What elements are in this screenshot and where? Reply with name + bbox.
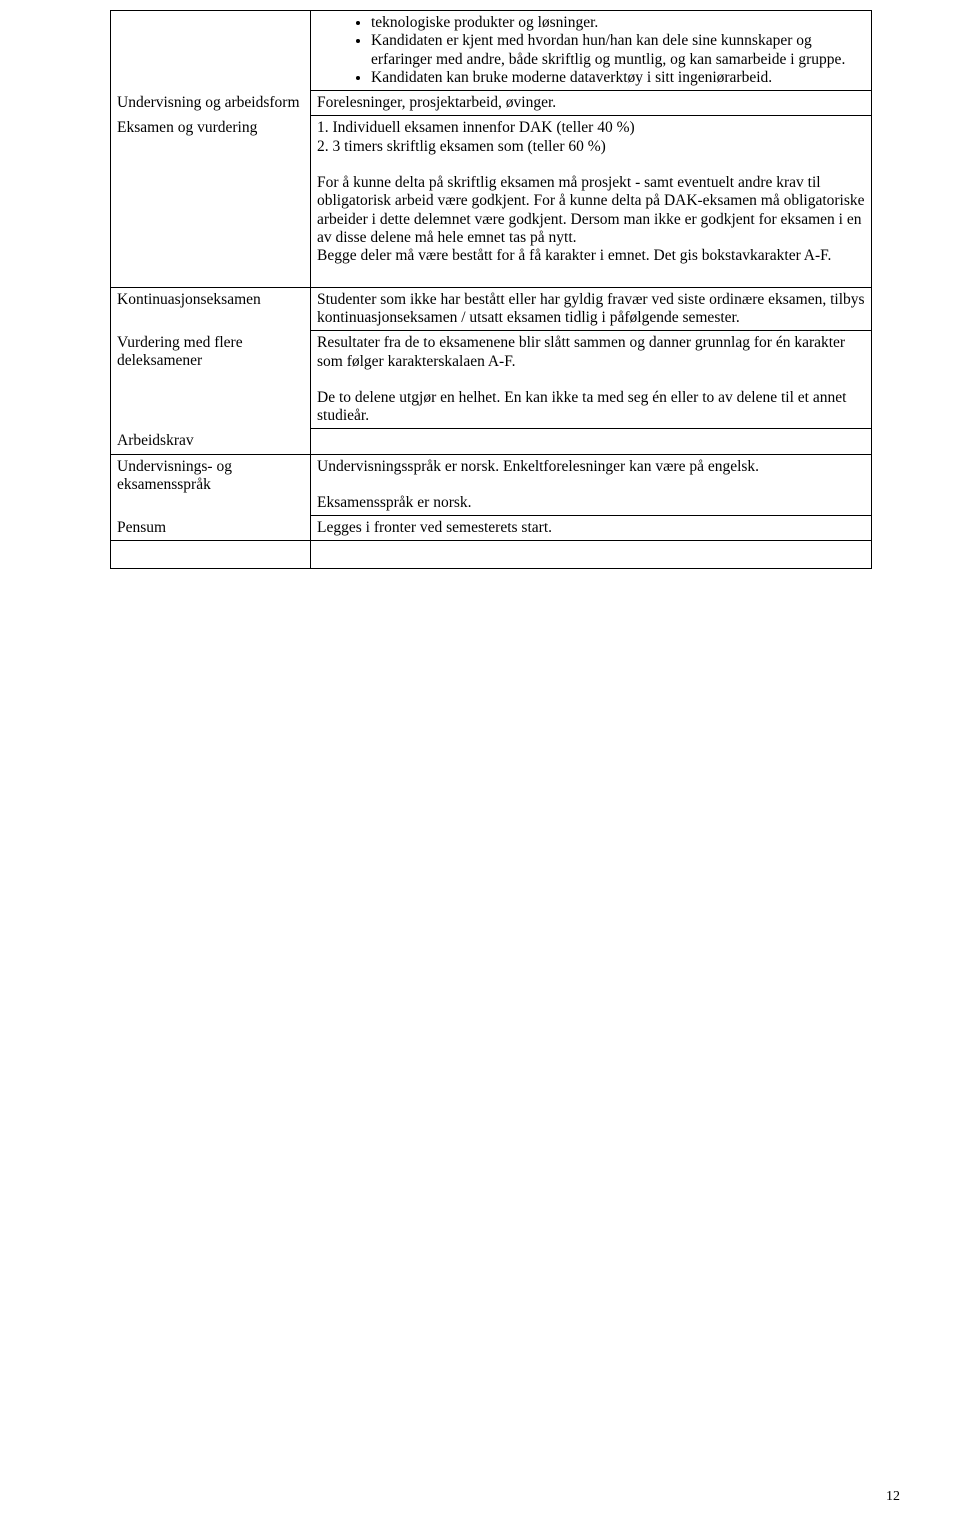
cell-label: Pensum: [111, 516, 311, 541]
cell-label: Kontinuasjonseksamen: [111, 287, 311, 331]
cell-label: Vurdering med flere deleksamener: [111, 331, 311, 429]
text-paragraph: Begge deler må være bestått for å få kar…: [317, 247, 865, 265]
text-paragraph: Studenter som ikke har bestått eller har…: [317, 291, 865, 328]
bullet-item: Kandidaten kan bruke moderne dataverktøy…: [371, 69, 865, 87]
text-line: 1. Individuell eksamen innenfor DAK (tel…: [317, 119, 865, 137]
cell-content: Resultater fra de to eksamenene blir slå…: [311, 331, 872, 429]
bullet-item: Kandidaten er kjent med hvordan hun/han …: [371, 32, 865, 69]
cell-content: Undervisningsspråk er norsk. Enkeltforel…: [311, 454, 872, 516]
table-row: Undervisnings- og eksamensspråk Undervis…: [111, 454, 872, 516]
document-page: teknologiske produkter og løsninger. Kan…: [0, 0, 960, 1531]
cell-label: [111, 11, 311, 91]
cell-empty: [311, 541, 872, 569]
cell-content: Legges i fronter ved semesterets start.: [311, 516, 872, 541]
page-number: 12: [886, 1489, 900, 1505]
table-row: Undervisning og arbeidsform Forelesninge…: [111, 91, 872, 116]
table-row-empty: [111, 541, 872, 569]
table-row: Arbeidskrav: [111, 429, 872, 454]
text-paragraph: For å kunne delta på skriftlig eksamen m…: [317, 174, 865, 247]
cell-label: Undervisnings- og eksamensspråk: [111, 454, 311, 516]
bullet-list: teknologiske produkter og løsninger. Kan…: [317, 14, 865, 87]
cell-content: Forelesninger, prosjektarbeid, øvinger.: [311, 91, 872, 116]
table-row: Vurdering med flere deleksamener Resulta…: [111, 331, 872, 429]
table-row: Kontinuasjonseksamen Studenter som ikke …: [111, 287, 872, 331]
text-line: 2. 3 timers skriftlig eksamen som (telle…: [317, 138, 865, 156]
cell-label: Eksamen og vurdering: [111, 116, 311, 287]
cell-empty: [111, 541, 311, 569]
text-paragraph: Eksamensspråk er norsk.: [317, 494, 865, 512]
table-row: Pensum Legges i fronter ved semesterets …: [111, 516, 872, 541]
cell-content: [311, 429, 872, 454]
cell-label: Arbeidskrav: [111, 429, 311, 454]
cell-content: teknologiske produkter og løsninger. Kan…: [311, 11, 872, 91]
content-table: teknologiske produkter og løsninger. Kan…: [110, 10, 872, 569]
text-paragraph: Resultater fra de to eksamenene blir slå…: [317, 334, 865, 371]
cell-content: 1. Individuell eksamen innenfor DAK (tel…: [311, 116, 872, 287]
table-row: teknologiske produkter og løsninger. Kan…: [111, 11, 872, 91]
text-paragraph: De to delene utgjør en helhet. En kan ik…: [317, 389, 865, 426]
cell-label: Undervisning og arbeidsform: [111, 91, 311, 116]
bullet-item: teknologiske produkter og løsninger.: [371, 14, 865, 32]
table-row: Eksamen og vurdering 1. Individuell eksa…: [111, 116, 872, 287]
text-paragraph: Undervisningsspråk er norsk. Enkeltforel…: [317, 458, 865, 476]
cell-content: Studenter som ikke har bestått eller har…: [311, 287, 872, 331]
